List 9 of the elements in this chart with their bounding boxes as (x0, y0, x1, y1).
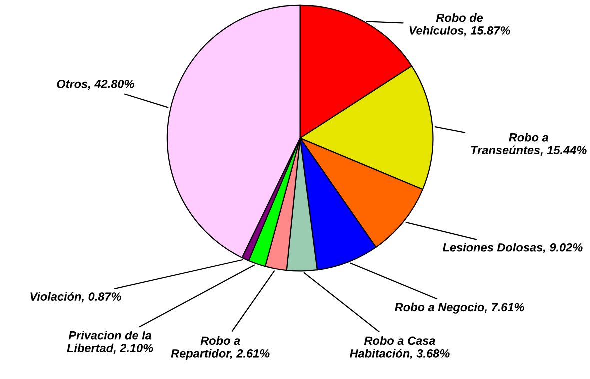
slice-label: Robo a Transeúntes, 15.44% (471, 133, 587, 156)
slice-label: Robo a Negocio, 7.61% (395, 302, 524, 314)
slice-label: Lesiones Dolosas, 9.02% (442, 243, 583, 254)
slice-label: Otros, 42.80% (57, 80, 134, 90)
slice-label: Robo a Casa Habitación, 3.68% (350, 336, 450, 360)
slice-label: Privacion de la Libertad, 2.10% (67, 331, 154, 354)
slice-label: Robo de Vehículos, 15.87% (410, 14, 510, 37)
slice-label: Robo a Repartidor, 2.61% (171, 336, 270, 360)
slice-label: Violación, 0.87% (30, 292, 122, 303)
